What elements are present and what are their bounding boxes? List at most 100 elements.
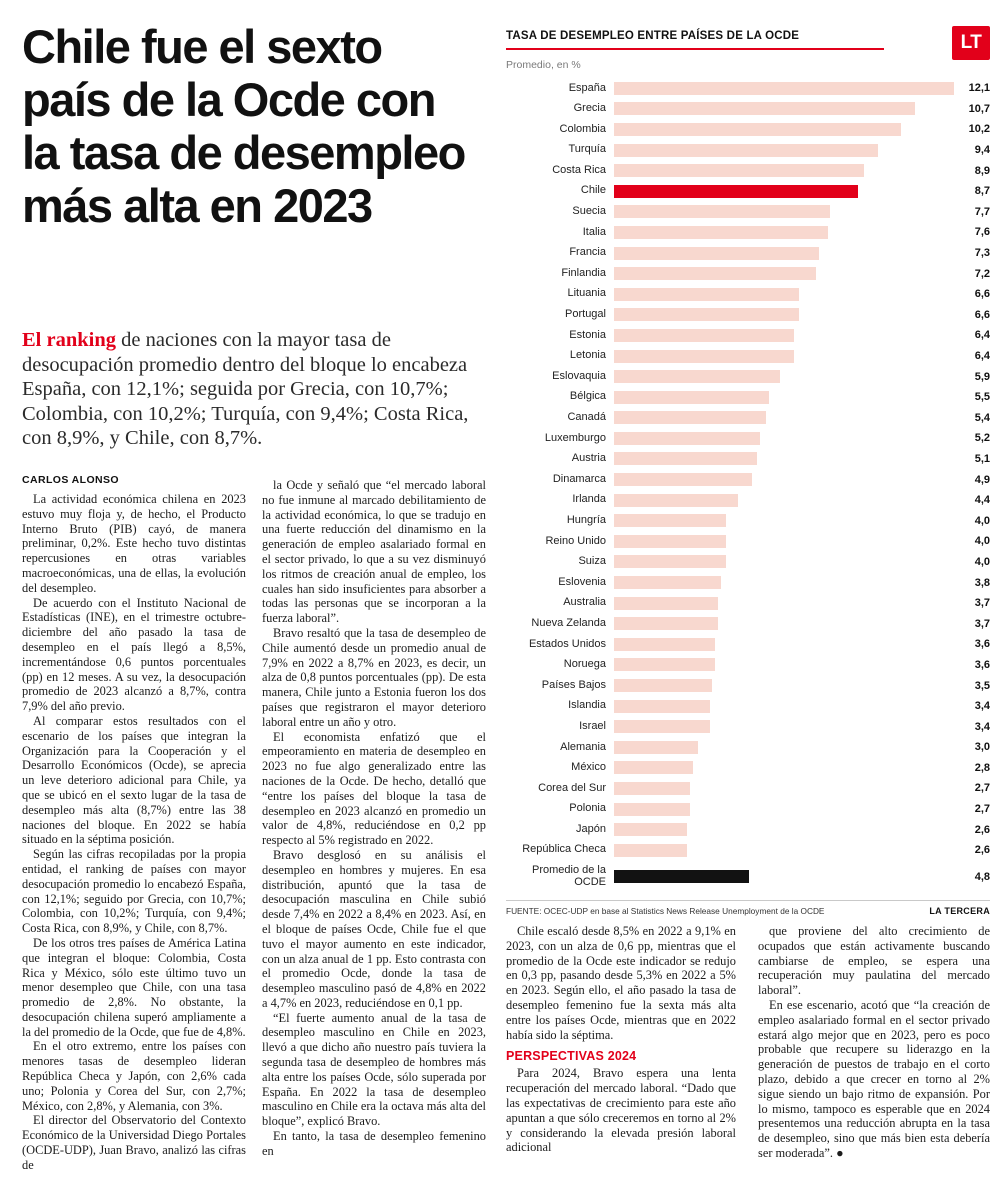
chart-row: Lituania 6,6 [506,284,990,305]
chart-title: TASA DE DESEMPLEO ENTRE PAÍSES DE LA OCD… [506,30,884,50]
chart-row-value: 7,2 [974,267,990,280]
chart-bar-track [614,720,954,734]
chart-row-value: 4,0 [974,535,990,548]
chart-bar [614,473,752,487]
chart-row: Israel 3,4 [506,716,990,737]
chart-bar-track [614,617,954,631]
paragraph: Según las cifras recopiladas por la prop… [22,847,246,936]
chart-bar-track [614,287,954,301]
chart-bar [614,81,954,95]
chart-row-label: Nueva Zelanda [531,616,606,629]
chart-row-value: 2,6 [974,823,990,836]
page-title: Chile fue el sexto país de la Ocde con l… [22,20,466,232]
chart-bar-track [614,679,954,693]
chart-row-label: Promedio de la OCDE [532,864,606,888]
chart-row-value: 2,6 [974,844,990,857]
article-col2: la Ocde y señaló que “el mercado laboral… [262,478,486,1170]
chart-row-label: Estonia [569,328,606,341]
chart-row-value: 3,7 [974,597,990,610]
chart-bar [614,534,727,548]
chart-bar [614,514,727,528]
chart-row: Turquía 9,4 [506,140,990,161]
chart-bar-track [614,452,954,466]
chart-row-label: Canadá [567,411,606,424]
chart-bar [614,870,749,884]
chart-row-value: 3,4 [974,700,990,713]
chart-row-value: 8,9 [974,164,990,177]
chart-bar [614,328,794,342]
chart-bar-track [614,781,954,795]
chart-row: España 12,1 [506,78,990,99]
chart-row: Eslovaquia 5,9 [506,366,990,387]
chart-row: México 2,8 [506,758,990,779]
chart-bar [614,720,710,734]
chart-row: Colombia 10,2 [506,119,990,140]
chart-row-value: 3,4 [974,720,990,733]
chart-row-value: 2,8 [974,761,990,774]
chart-bar-track [614,184,954,198]
chart-row: Noruega 3,6 [506,655,990,676]
byline: CARLOS ALONSO [22,474,119,486]
chart-row-label: Finlandia [561,266,606,279]
chart-row-value: 10,7 [968,102,990,115]
chart-bar [614,308,800,322]
chart-row-label: Noruega [563,658,606,671]
chart-row-value: 3,8 [974,576,990,589]
paragraph: En ese escenario, acotó que “la creación… [758,997,990,1160]
chart-bar-track [614,802,954,816]
chart-row-value: 4,0 [974,555,990,568]
chart-row-label: República Checa [522,843,606,856]
chart-row: Polonia 2,7 [506,799,990,820]
chart-row-value: 6,6 [974,308,990,321]
chart-row-label: España [568,81,606,94]
chart-subtitle: Promedio, en % [506,59,581,71]
chart-row-label: Corea del Sur [538,781,606,794]
unemployment-chart: LT TASA DE DESEMPLEO ENTRE PAÍSES DE LA … [506,26,990,916]
paragraph: Chile escaló desde 8,5% en 2022 a 9,1% e… [506,924,736,1042]
article-col3: Chile escaló desde 8,5% en 2022 a 9,1% e… [506,924,736,1176]
chart-bar [614,843,688,857]
chart-row: Corea del Sur 2,7 [506,778,990,799]
chart-footer: FUENTE: OCEC-UDP en base al Statistics N… [506,899,990,916]
chart-row: Grecia 10,7 [506,99,990,120]
chart-bar-track [614,740,954,754]
article-col1: La actividad económica chilena en 2023 e… [22,492,246,1170]
lede-highlight: El ranking [22,329,116,351]
chart-bar-track [614,555,954,569]
chart-row: Luxemburgo 5,2 [506,428,990,449]
chart-row-value: 2,7 [974,782,990,795]
chart-bar [614,658,716,672]
chart-row-value: 5,9 [974,370,990,383]
chart-row: Suiza 4,0 [506,552,990,573]
lt-logo: LT [952,26,990,60]
paragraph: la Ocde y señaló que “el mercado laboral… [262,478,486,626]
chart-row: Costa Rica 8,9 [506,160,990,181]
chart-bar [614,225,828,239]
chart-bar [614,390,769,404]
chart-source: FUENTE: OCEC-UDP en base al Statistics N… [506,905,825,916]
chart-row-label: Costa Rica [552,163,606,176]
chart-row: República Checa 2,6 [506,840,990,861]
chart-bar [614,637,716,651]
chart-row: Reino Unido 4,0 [506,531,990,552]
chart-row: Nueva Zelanda 3,7 [506,613,990,634]
chart-bar [614,596,718,610]
chart-bar [614,370,780,384]
chart-row-value: 10,2 [968,123,990,136]
paragraph: El director del Observatorio del Context… [22,1113,246,1170]
chart-bar [614,143,879,157]
chart-row: Eslovenia 3,8 [506,572,990,593]
chart-row-label: Irlanda [572,493,606,506]
chart-bar [614,452,758,466]
chart-row: Hungría 4,0 [506,510,990,531]
chart-bar-track [614,431,954,445]
chart-bar [614,102,915,116]
chart-bar-track [614,390,954,404]
chart-row: Australia 3,7 [506,593,990,614]
chart-bar-track [614,370,954,384]
chart-bar [614,246,820,260]
chart-row-label: Chile [580,184,606,197]
chart-bar [614,287,800,301]
chart-row-label: Luxemburgo [544,431,606,444]
lede-text: de naciones con la mayor tasa de desocup… [22,329,469,449]
